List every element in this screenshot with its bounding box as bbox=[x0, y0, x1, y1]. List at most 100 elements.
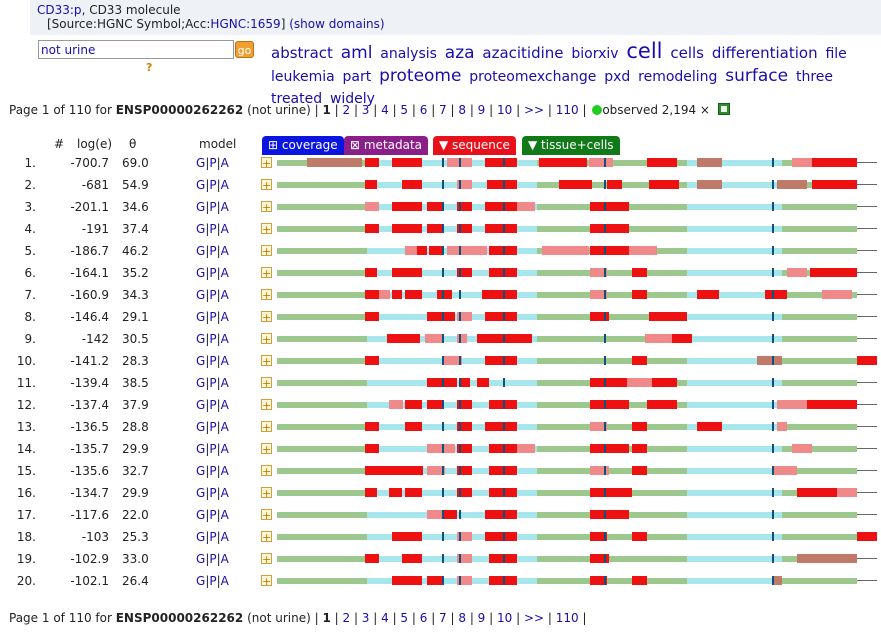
expand-icon[interactable]: + bbox=[261, 443, 272, 456]
expand-icon[interactable]: + bbox=[261, 465, 272, 478]
expand-icon[interactable]: + bbox=[261, 223, 272, 236]
pager-page-9[interactable]: 9 bbox=[477, 103, 486, 117]
tag-differentiation[interactable]: differentiation bbox=[711, 44, 818, 62]
tag-cell[interactable]: cell bbox=[626, 39, 663, 63]
model-a-link[interactable]: A bbox=[220, 310, 229, 324]
model-g-link[interactable]: G bbox=[196, 288, 206, 302]
model-p-link[interactable]: P bbox=[209, 332, 217, 346]
expand-icon[interactable]: + bbox=[261, 421, 272, 434]
model-a-link[interactable]: A bbox=[220, 288, 229, 302]
pager-page-10[interactable]: 10 bbox=[496, 611, 513, 625]
coverage-track[interactable] bbox=[277, 416, 877, 438]
model-p-link[interactable]: P bbox=[209, 376, 217, 390]
tag-leukemia[interactable]: leukemia bbox=[271, 69, 335, 85]
coverage-track[interactable] bbox=[277, 526, 877, 548]
coverage-track[interactable] bbox=[277, 350, 877, 372]
expand-icon[interactable]: + bbox=[261, 333, 272, 346]
model-a-link[interactable]: A bbox=[220, 178, 229, 192]
model-g-link[interactable]: G bbox=[196, 552, 206, 566]
model-a-link[interactable]: A bbox=[220, 464, 229, 478]
expand-icon[interactable]: + bbox=[261, 245, 272, 258]
model-p-link[interactable]: P bbox=[209, 530, 217, 544]
help-icon[interactable]: ? bbox=[146, 61, 153, 74]
tag-surface[interactable]: surface bbox=[725, 66, 789, 86]
tag-abstract[interactable]: abstract bbox=[271, 44, 333, 62]
tag-pxd[interactable]: pxd bbox=[604, 69, 631, 85]
model-a-link[interactable]: A bbox=[220, 552, 229, 566]
excel-export-icon[interactable] bbox=[717, 103, 730, 115]
model-p-link[interactable]: P bbox=[209, 288, 217, 302]
coverage-track[interactable] bbox=[277, 394, 877, 416]
coverage-track[interactable] bbox=[277, 482, 877, 504]
expand-icon[interactable]: + bbox=[261, 201, 272, 214]
model-p-link[interactable]: P bbox=[209, 156, 217, 170]
model-g-link[interactable]: G bbox=[196, 376, 206, 390]
coverage-track[interactable] bbox=[277, 372, 877, 394]
model-a-link[interactable]: A bbox=[220, 508, 229, 522]
search-input[interactable] bbox=[38, 40, 234, 59]
coverage-track[interactable] bbox=[277, 548, 877, 570]
expand-icon[interactable]: + bbox=[261, 509, 272, 522]
tag-aza[interactable]: aza bbox=[444, 43, 475, 63]
expand-icon[interactable]: + bbox=[261, 553, 272, 566]
model-g-link[interactable]: G bbox=[196, 156, 206, 170]
pager-page-2[interactable]: 2 bbox=[342, 611, 351, 625]
pager-page-4[interactable]: 4 bbox=[381, 103, 389, 117]
coverage-track[interactable] bbox=[277, 504, 877, 526]
coverage-track[interactable] bbox=[277, 306, 877, 328]
tag-file[interactable]: file bbox=[825, 46, 847, 62]
model-a-link[interactable]: A bbox=[220, 574, 229, 588]
model-p-link[interactable]: P bbox=[209, 398, 217, 412]
expand-icon[interactable]: + bbox=[261, 289, 272, 302]
model-a-link[interactable]: A bbox=[220, 244, 229, 258]
tag-treated[interactable]: treated bbox=[271, 91, 323, 107]
pager-page-7[interactable]: 7 bbox=[439, 103, 447, 117]
model-g-link[interactable]: G bbox=[196, 332, 206, 346]
model-g-link[interactable]: G bbox=[196, 398, 206, 412]
model-a-link[interactable]: A bbox=[220, 442, 229, 456]
tag-three[interactable]: three bbox=[795, 69, 833, 85]
expand-icon[interactable]: + bbox=[261, 355, 272, 368]
model-g-link[interactable]: G bbox=[196, 244, 206, 258]
model-p-link[interactable]: P bbox=[209, 442, 217, 456]
expand-icon[interactable]: + bbox=[261, 487, 272, 500]
coverage-track[interactable] bbox=[277, 438, 877, 460]
hgnc-link[interactable]: HGNC:1659 bbox=[210, 17, 281, 31]
model-a-link[interactable]: A bbox=[220, 486, 229, 500]
expand-icon[interactable]: + bbox=[261, 377, 272, 390]
expand-icon[interactable]: + bbox=[261, 575, 272, 588]
pager-page-3[interactable]: 3 bbox=[361, 611, 370, 625]
expand-icon[interactable]: + bbox=[261, 157, 272, 170]
tab-tissue-cells[interactable]: ▼ tissue+cells bbox=[522, 136, 620, 155]
model-g-link[interactable]: G bbox=[196, 574, 206, 588]
pager-page-7[interactable]: 7 bbox=[439, 611, 447, 625]
tag-remodeling[interactable]: remodeling bbox=[638, 69, 718, 85]
model-p-link[interactable]: P bbox=[209, 574, 217, 588]
model-g-link[interactable]: G bbox=[196, 530, 206, 544]
expand-icon[interactable]: + bbox=[261, 399, 272, 412]
coverage-track[interactable] bbox=[277, 174, 877, 196]
show-domains-link[interactable]: (show domains) bbox=[289, 17, 385, 31]
model-a-link[interactable]: A bbox=[220, 420, 229, 434]
go-button[interactable]: go bbox=[235, 41, 254, 58]
pager-next[interactable]: >> bbox=[523, 611, 545, 625]
model-g-link[interactable]: G bbox=[196, 200, 206, 214]
pager-page-8[interactable]: 8 bbox=[458, 103, 466, 117]
model-g-link[interactable]: G bbox=[196, 310, 206, 324]
tag-proteome[interactable]: proteome bbox=[379, 66, 462, 86]
model-p-link[interactable]: P bbox=[209, 354, 217, 368]
pager-last[interactable]: 110 bbox=[555, 611, 579, 625]
model-g-link[interactable]: G bbox=[196, 222, 206, 236]
coverage-track[interactable] bbox=[277, 152, 877, 174]
coverage-track[interactable] bbox=[277, 196, 877, 218]
model-g-link[interactable]: G bbox=[196, 266, 206, 280]
pager-page-3[interactable]: 3 bbox=[361, 103, 370, 117]
pager-page-6[interactable]: 6 bbox=[419, 611, 428, 625]
model-p-link[interactable]: P bbox=[209, 200, 217, 214]
pager-page-6[interactable]: 6 bbox=[419, 103, 428, 117]
model-a-link[interactable]: A bbox=[220, 376, 229, 390]
model-a-link[interactable]: A bbox=[220, 530, 229, 544]
model-p-link[interactable]: P bbox=[209, 508, 217, 522]
model-p-link[interactable]: P bbox=[209, 178, 217, 192]
tag-proteomexchange[interactable]: proteomexchange bbox=[469, 69, 597, 85]
